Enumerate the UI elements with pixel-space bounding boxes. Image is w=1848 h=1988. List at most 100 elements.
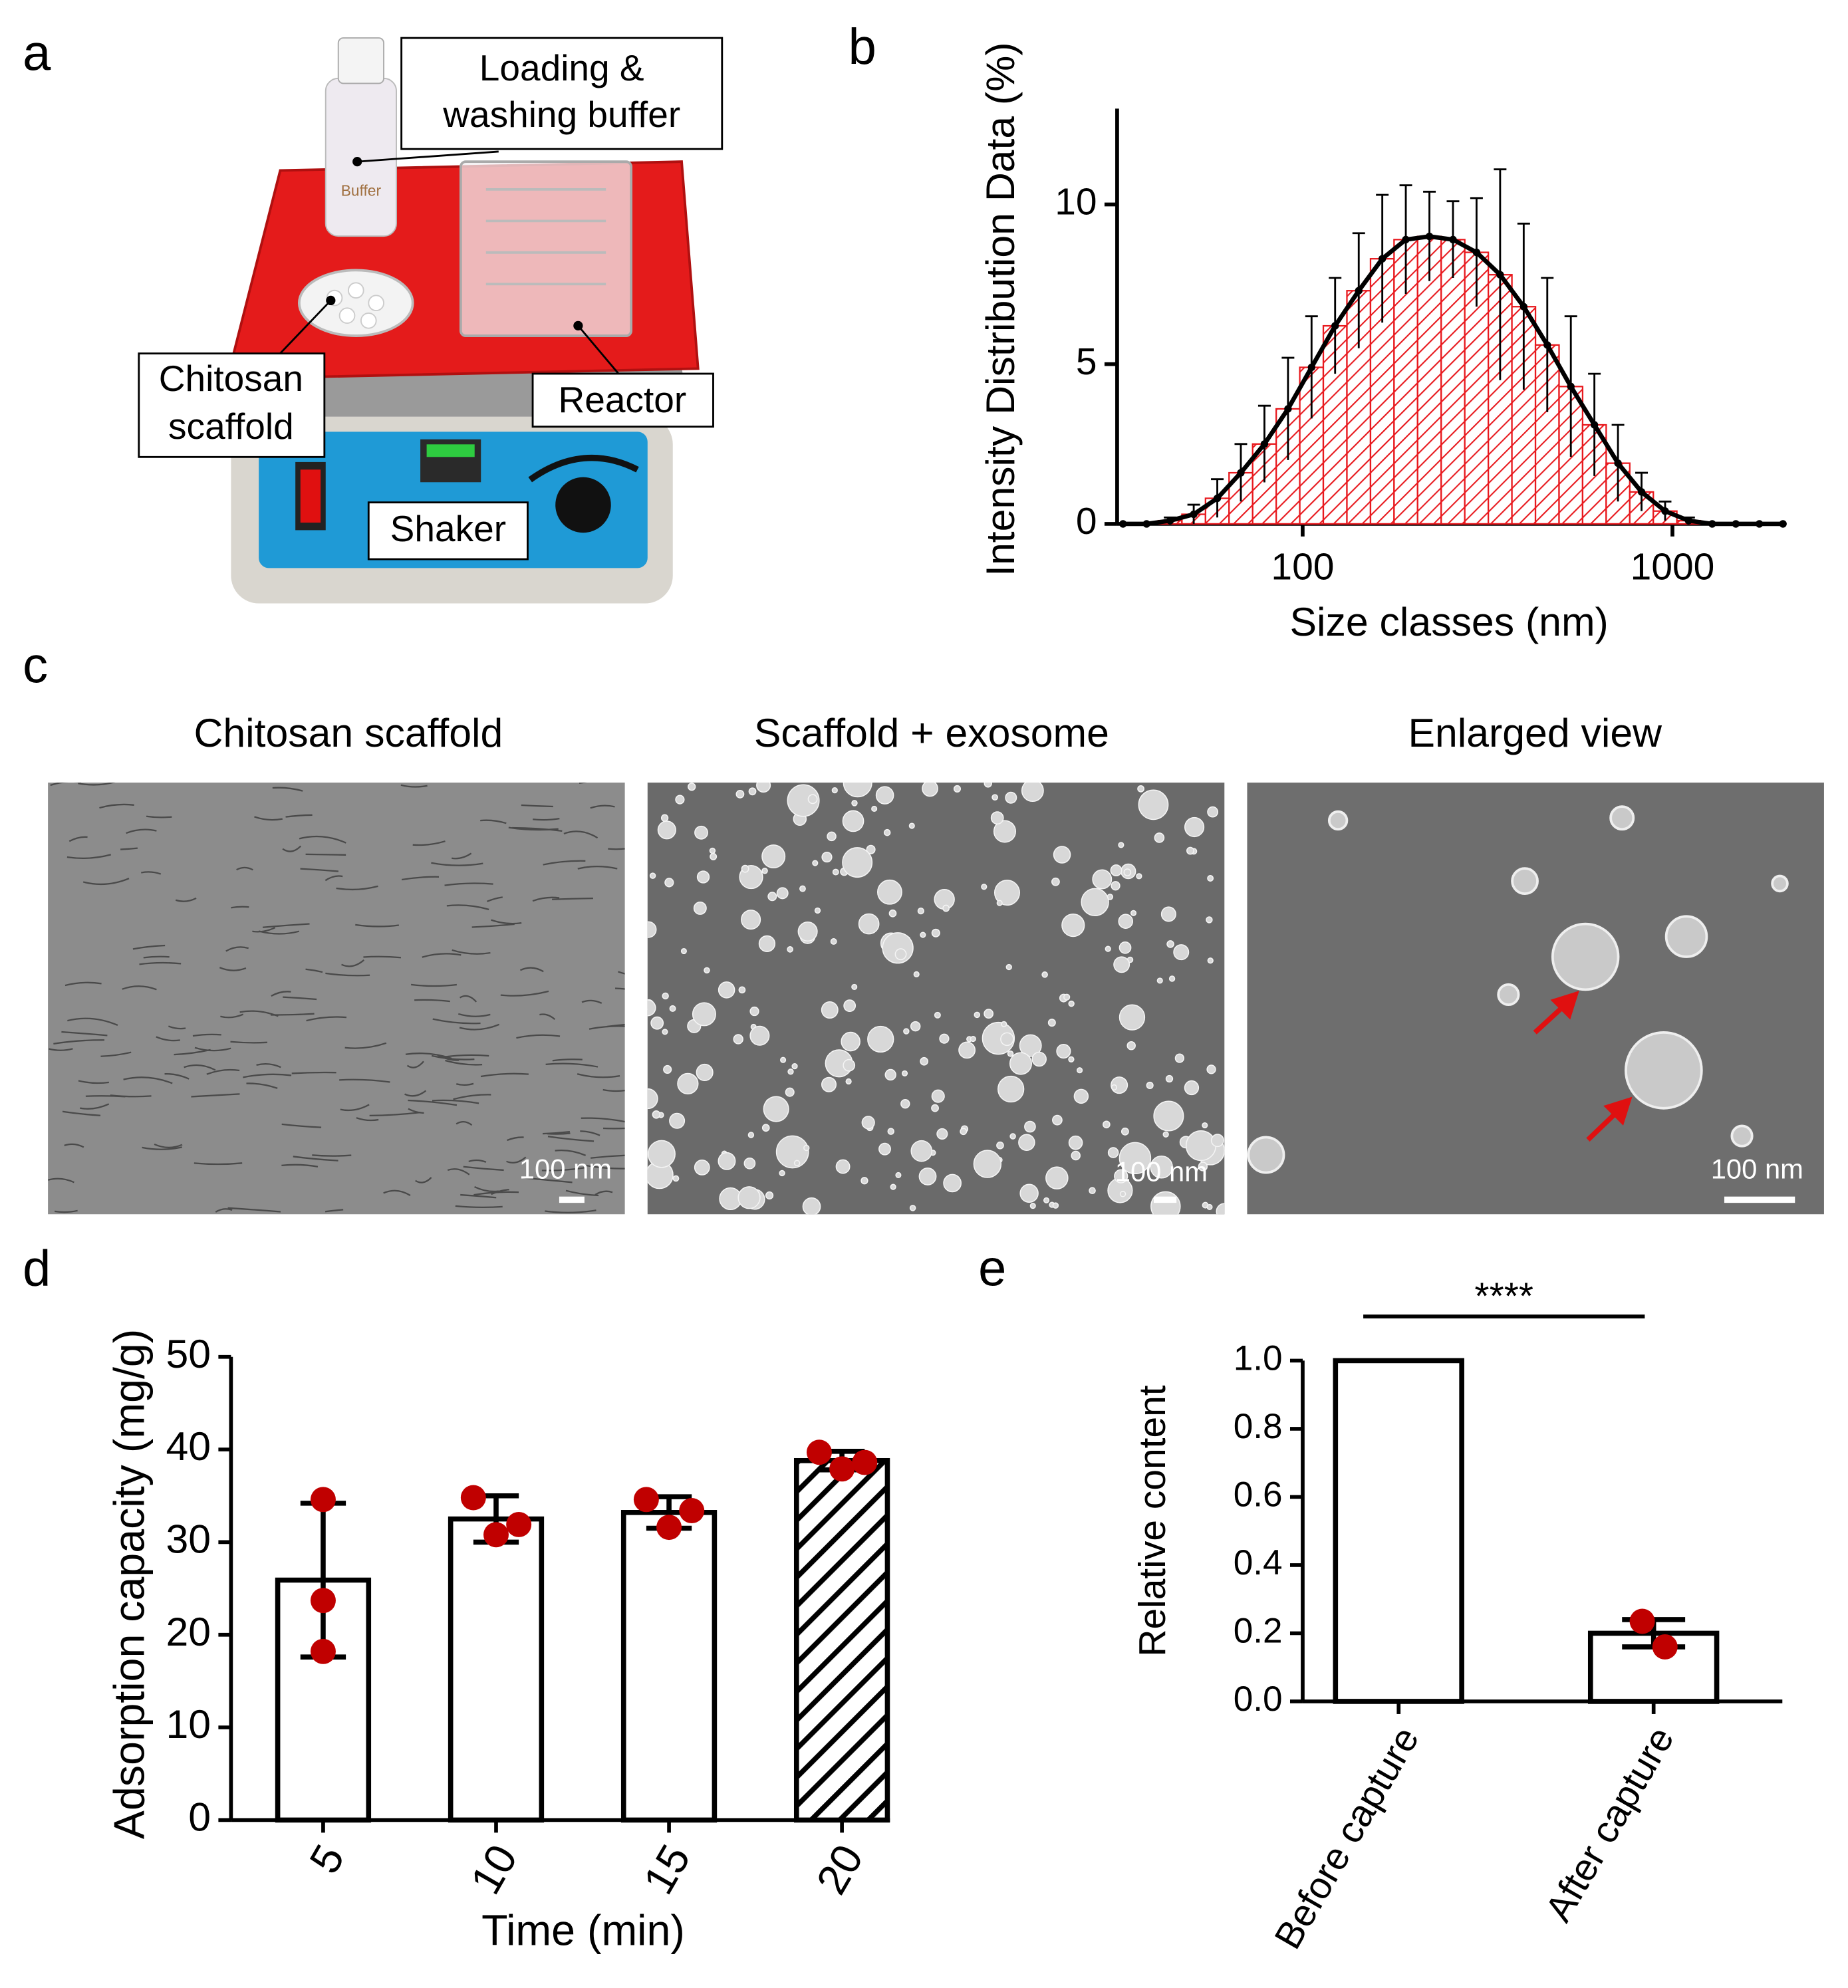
vesicle xyxy=(1511,867,1539,895)
particle xyxy=(993,880,1020,906)
particle xyxy=(1009,1133,1016,1140)
crack xyxy=(463,1166,504,1172)
particle xyxy=(1119,1004,1146,1031)
crack xyxy=(291,1071,336,1074)
sem-title: Enlarged view xyxy=(1408,710,1662,755)
crack xyxy=(446,904,489,910)
particle xyxy=(1051,877,1060,886)
crack xyxy=(608,848,625,850)
particle xyxy=(669,1112,686,1129)
x-tick-label: 20 xyxy=(807,1836,872,1902)
crack xyxy=(344,1042,387,1049)
shaker-photo xyxy=(225,37,700,604)
crack xyxy=(602,1127,625,1130)
crack xyxy=(480,819,507,824)
particle xyxy=(895,1172,902,1178)
particle xyxy=(761,1124,770,1132)
particle xyxy=(1061,914,1085,937)
particle xyxy=(814,907,821,914)
crack xyxy=(594,1190,613,1195)
particle xyxy=(953,785,961,793)
particle xyxy=(1041,971,1048,978)
crack xyxy=(66,854,112,860)
point xyxy=(1378,255,1386,263)
bottle-tag: Buffer xyxy=(341,182,382,199)
particle xyxy=(1071,1150,1081,1161)
crack xyxy=(312,1154,352,1157)
particle xyxy=(920,932,926,938)
particle xyxy=(749,1025,770,1046)
particle xyxy=(908,822,915,829)
particle xyxy=(1018,1134,1035,1151)
particle xyxy=(669,1005,676,1012)
particle xyxy=(913,971,920,977)
crack xyxy=(271,991,291,997)
particle xyxy=(787,784,820,817)
particle xyxy=(738,986,746,994)
particle xyxy=(1077,1067,1083,1074)
particle xyxy=(910,1021,921,1032)
crack xyxy=(123,1076,173,1084)
crack xyxy=(545,1209,596,1213)
particle xyxy=(763,1096,789,1122)
crack xyxy=(543,860,586,866)
particle xyxy=(657,820,676,840)
vesicle xyxy=(1497,983,1520,1007)
crack xyxy=(48,1178,74,1183)
point xyxy=(1142,520,1150,528)
crack xyxy=(243,1073,292,1078)
callout-label: Reactor xyxy=(558,379,686,420)
crack xyxy=(99,803,134,809)
crack xyxy=(143,955,170,959)
panel-letter: d xyxy=(23,1241,51,1297)
particle xyxy=(1216,1203,1225,1215)
particle xyxy=(871,805,878,812)
particle xyxy=(883,828,891,836)
x-tick-label: 100 xyxy=(1271,545,1334,588)
particle xyxy=(1107,1147,1119,1158)
crack xyxy=(300,868,339,872)
particle xyxy=(733,1034,743,1045)
particle xyxy=(1150,1156,1173,1179)
particle xyxy=(851,983,858,990)
point xyxy=(1732,520,1740,528)
scale-bar-label: 100 nm xyxy=(519,1154,612,1185)
y-tick-label: 0.2 xyxy=(1234,1611,1283,1650)
x-tick-label: Before capture xyxy=(1266,1720,1427,1956)
particle xyxy=(835,1159,851,1174)
particle xyxy=(1119,1191,1126,1197)
y-tick-label: 0 xyxy=(188,1794,211,1839)
particle xyxy=(1052,1114,1063,1126)
particle xyxy=(741,910,761,930)
particle xyxy=(1068,1056,1075,1062)
particle xyxy=(917,908,924,915)
crack xyxy=(192,1033,221,1037)
data-point xyxy=(506,1511,532,1537)
particle xyxy=(1168,975,1176,982)
particle xyxy=(1184,816,1205,838)
particle xyxy=(1068,1135,1083,1150)
crack xyxy=(447,1168,470,1176)
crack xyxy=(62,1110,101,1116)
crack xyxy=(78,1080,109,1084)
particle xyxy=(843,783,872,798)
data-point xyxy=(1652,1634,1678,1660)
data-point xyxy=(679,1498,705,1524)
particle xyxy=(696,1063,714,1081)
crack xyxy=(563,830,598,839)
crack xyxy=(547,1136,594,1142)
crack xyxy=(522,1177,573,1183)
crack xyxy=(168,1025,186,1030)
particle xyxy=(650,1016,664,1030)
particle xyxy=(861,1116,875,1130)
particle xyxy=(710,852,718,860)
point xyxy=(1472,248,1481,257)
particle xyxy=(647,999,656,1017)
crack xyxy=(175,897,197,902)
vesicle xyxy=(1327,810,1349,831)
x-tick-label: After capture xyxy=(1537,1720,1682,1929)
particle xyxy=(1092,869,1113,890)
crack xyxy=(408,1108,424,1114)
crack xyxy=(383,1189,411,1196)
data-point xyxy=(852,1449,878,1475)
